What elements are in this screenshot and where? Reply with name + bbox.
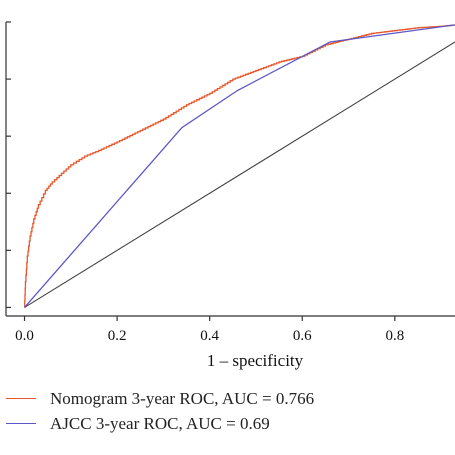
series-line-nomogram bbox=[24, 24, 455, 309]
legend-swatch-ajcc bbox=[6, 423, 36, 424]
series-layer bbox=[24, 24, 455, 309]
x-tick-label: 0.4 bbox=[200, 328, 219, 344]
x-axis-title: 1 – specificity bbox=[207, 351, 304, 370]
ticks-layer: 0.0 0.2 0.4 0.6 0.8 bbox=[6, 21, 404, 344]
legend-label-ajcc: AJCC 3-year ROC, AUC = 0.69 bbox=[50, 413, 270, 433]
x-tick-label: 0.2 bbox=[108, 328, 127, 344]
legend-item-nomogram: Nomogram 3-year ROC, AUC = 0.766 bbox=[6, 386, 314, 411]
legend-item-ajcc: AJCC 3-year ROC, AUC = 0.69 bbox=[6, 411, 314, 436]
diagonal-reference-line bbox=[24, 41, 455, 308]
axes bbox=[5, 22, 455, 317]
legend: Nomogram 3-year ROC, AUC = 0.766 AJCC 3-… bbox=[6, 386, 314, 436]
x-tick-label: 0.8 bbox=[385, 328, 404, 344]
x-tick-label: 0.6 bbox=[293, 328, 312, 344]
legend-label-nomogram: Nomogram 3-year ROC, AUC = 0.766 bbox=[50, 388, 315, 408]
roc-chart: 0.0 0.2 0.4 0.6 0.8 1 – specificity bbox=[5, 21, 455, 370]
legend-swatch-nomogram bbox=[6, 398, 36, 399]
series-line-ajcc bbox=[24, 24, 455, 308]
x-tick-label: 0.0 bbox=[15, 328, 34, 344]
reference-line bbox=[24, 41, 455, 308]
